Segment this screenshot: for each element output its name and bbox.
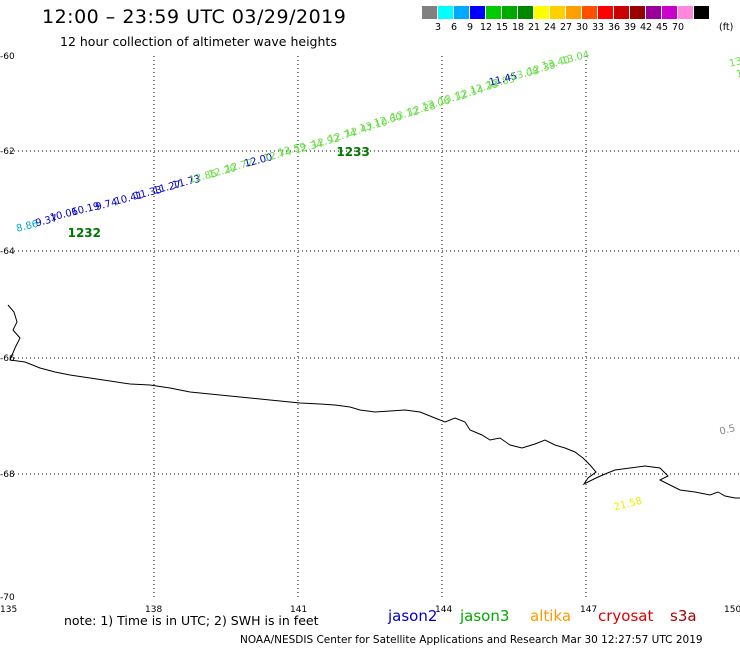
legend-swatch	[438, 6, 454, 19]
legend-swatch	[582, 6, 598, 19]
legend-swatch	[502, 6, 518, 19]
longitude-label: 147	[580, 605, 597, 615]
note-text: note: 1) Time is in UTC; 2) SWH is in fe…	[64, 613, 319, 628]
longitude-label: 135	[0, 605, 17, 615]
legend-swatch	[518, 6, 534, 19]
wave-height-value: 8.86	[15, 219, 39, 235]
legend-label: 18	[511, 22, 525, 33]
wave-height-value: 21.58	[613, 496, 643, 514]
map-title: 12:00 – 23:59 UTC 03/29/2019	[42, 6, 347, 28]
longitude-label: 138	[145, 605, 162, 615]
legend-swatch	[566, 6, 582, 19]
legend-swatch	[678, 6, 694, 19]
legend-label: 70	[671, 22, 685, 33]
axis-labels: -60 -62 -64 -66 -68 -70 135 138 141 144 147 150	[0, 52, 740, 615]
legend-label: 42	[639, 22, 653, 33]
legend-swatch	[422, 6, 438, 19]
legend-swatch	[646, 6, 662, 19]
legend-swatch	[454, 6, 470, 19]
legend-label: 39	[623, 22, 637, 33]
legend-swatch	[470, 6, 486, 19]
wave-height-value: 9.74	[94, 197, 118, 213]
legend-swatch	[550, 6, 566, 19]
wave-observations: 8.869.3710.0610.199.7410.4111.3311.2711.…	[15, 49, 740, 513]
longitude-label: 144	[435, 605, 452, 615]
wave-height-value: 9.37	[34, 213, 58, 229]
latitude-label: -64	[0, 247, 15, 257]
latitude-label: -66	[0, 354, 15, 364]
satellite-legend-jason3: jason3	[460, 607, 510, 625]
satellite-legend-jason2: jason2	[388, 607, 438, 625]
satellite-legend-s3a: s3a	[670, 607, 697, 625]
legend-label: 6	[450, 22, 458, 33]
legend-label: 3	[434, 22, 442, 33]
legend-swatch	[534, 6, 550, 19]
track-id-label: 1232	[68, 226, 101, 240]
satellite-legend-cryosat: cryosat	[598, 607, 654, 625]
longitude-label: 141	[290, 605, 307, 615]
legend-swatch	[598, 6, 614, 19]
legend-label: 30	[575, 22, 589, 33]
legend-label: 45	[655, 22, 669, 33]
satellite-legend-altika: altika	[530, 607, 572, 625]
color-legend-labels: 3 6 9 12 15 18 21 24 27 30 33 36 39 42 45 70	[422, 22, 722, 34]
legend-swatch	[614, 6, 630, 19]
legend-label: 36	[607, 22, 621, 33]
footer-credit: NOAA/NESDIS Center for Satellite Applica…	[240, 634, 703, 646]
latitude-label: -68	[0, 470, 15, 480]
track-id-label: 1233	[336, 145, 369, 159]
map-subtitle: 12 hour collection of altimeter wave hei…	[60, 34, 337, 49]
legend-label: 24	[543, 22, 557, 33]
color-legend	[422, 6, 710, 19]
map-grid	[10, 56, 740, 597]
legend-label: 21	[527, 22, 541, 33]
legend-swatch	[630, 6, 646, 19]
legend-swatch	[486, 6, 502, 19]
wave-height-value: 13.	[735, 66, 740, 81]
legend-label: 12	[479, 22, 493, 33]
legend-unit: (ft)	[719, 22, 734, 33]
antarctic-coastline	[7, 304, 740, 499]
latitude-label: -70	[0, 593, 15, 603]
legend-label: 9	[466, 22, 474, 33]
legend-swatch	[662, 6, 678, 19]
legend-label: 33	[591, 22, 605, 33]
longitude-label: 150	[724, 605, 740, 615]
latitude-label: -60	[0, 52, 15, 62]
legend-swatch	[694, 6, 710, 19]
legend-label: 27	[559, 22, 573, 33]
legend-label: 15	[495, 22, 509, 33]
latitude-label: -62	[0, 147, 15, 157]
wave-height-value: 0.5	[718, 423, 736, 438]
wave-height-value: 13.30	[728, 52, 740, 70]
satellite-tracks: 1232 1233	[68, 145, 370, 240]
